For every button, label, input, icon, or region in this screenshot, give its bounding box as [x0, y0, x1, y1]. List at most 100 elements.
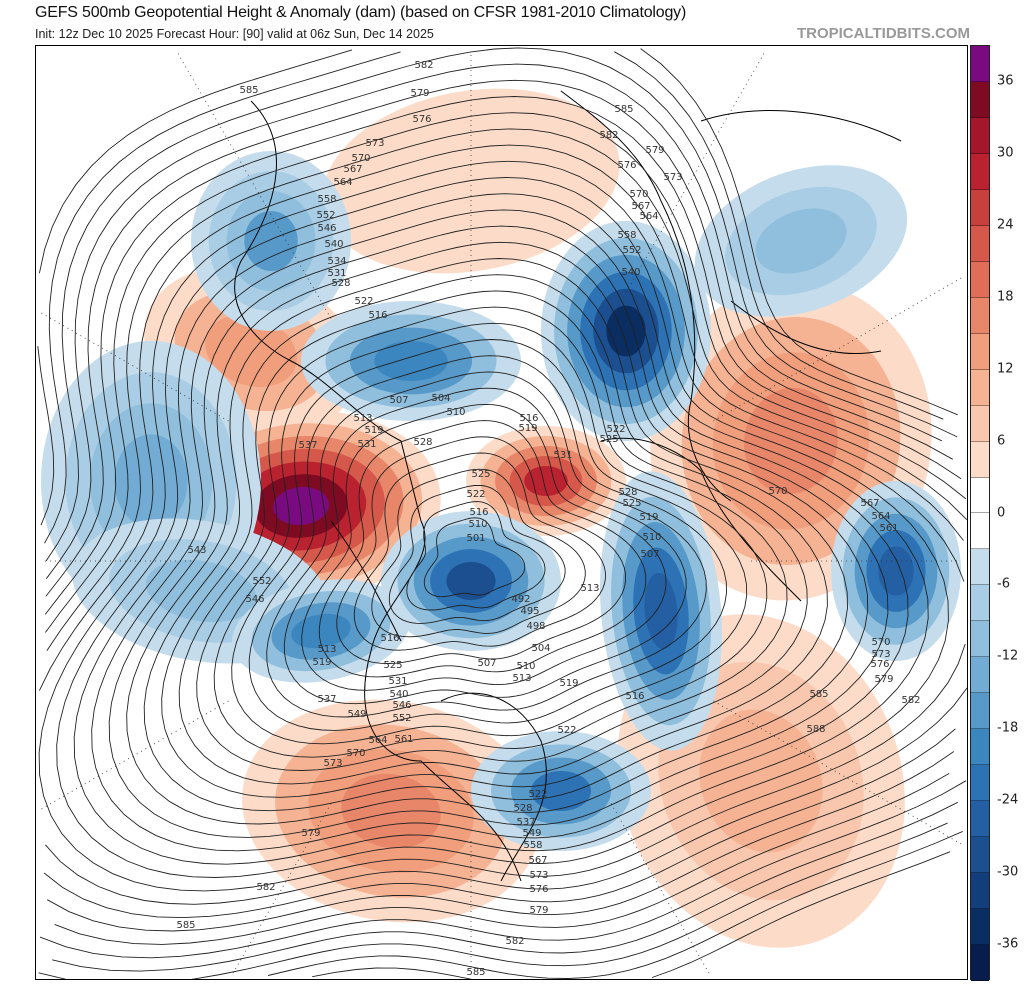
anomaly-contour-fill: [114, 434, 188, 528]
colorbar-bin: [971, 837, 989, 874]
contour-label: 585: [614, 104, 633, 115]
contour-label: 510: [516, 661, 535, 672]
anomaly-contour-fill: [744, 387, 838, 495]
contour-label: 540: [324, 239, 343, 250]
colorbar-bin: [971, 441, 989, 478]
contour-label: 498: [526, 621, 545, 632]
contour-label: 543: [187, 545, 206, 556]
height-contours: [37, 47, 967, 979]
contour-label: 501: [466, 533, 485, 544]
contour-label: 537: [317, 694, 336, 705]
contour-label: 495: [520, 606, 539, 617]
contour-label: 531: [553, 450, 572, 461]
contour-label: 582: [505, 936, 524, 947]
contour-label: 558: [523, 840, 542, 851]
contour-label: 522: [354, 296, 373, 307]
contour-label: 576: [412, 114, 431, 125]
height-contour: [336, 436, 627, 664]
contour-label: 552: [622, 245, 641, 256]
colorbar-bin: [971, 261, 989, 298]
contour-label: 582: [414, 60, 433, 71]
height-contour: [45, 112, 967, 932]
contour-label: 567: [343, 164, 362, 175]
map-canvas: 5855825795765735705675645585525465405345…: [37, 47, 967, 979]
colorbar-bin: [971, 513, 989, 550]
anomaly-contour-fill: [291, 613, 351, 649]
contour-label: 585: [466, 967, 485, 978]
contour-label: 522: [557, 725, 576, 736]
contour-label: 567: [528, 855, 547, 866]
colorbar-bin: [971, 657, 989, 694]
height-contour: [108, 225, 889, 838]
height-contour: [318, 420, 647, 678]
contour-label: 522: [466, 489, 485, 500]
height-contour: [38, 160, 966, 892]
colorbar-tick-label: -18: [997, 720, 1019, 736]
contour-label: 519: [559, 678, 578, 689]
contour-label: 504: [531, 643, 550, 654]
contour-label: 507: [640, 549, 659, 560]
anomaly-contour-fill: [606, 305, 646, 357]
height-contour: [161, 274, 828, 798]
contour-label: 546: [317, 223, 336, 234]
contour-label: 570: [346, 748, 365, 759]
anomaly-contour-fill: [205, 314, 297, 388]
anomaly-contour-fill: [878, 546, 914, 596]
site-watermark: TROPICALTIDBITS.COM: [796, 25, 970, 42]
contour-label: 531: [327, 268, 346, 279]
height-contour: [143, 258, 848, 812]
contour-label: 540: [389, 689, 408, 700]
height-contour: [56, 177, 949, 878]
contour-label: 519: [364, 425, 383, 436]
anomaly-colorbar: [970, 45, 990, 981]
contour-label: 564: [333, 177, 352, 188]
contour-label: 510: [446, 407, 465, 418]
contour-label: 585: [809, 689, 828, 700]
height-contour: [283, 387, 687, 705]
contour-label: 522: [528, 789, 547, 800]
contour-label: 588: [806, 724, 825, 735]
contour-label: 579: [529, 905, 548, 916]
contour-label: 570: [871, 637, 890, 648]
contour-label: 582: [599, 130, 618, 141]
meridian-line: [175, 49, 332, 319]
contour-label: 519: [312, 657, 331, 668]
contour-label: 546: [245, 594, 264, 605]
colorbar-bin: [971, 945, 989, 981]
colorbar-bin: [971, 297, 989, 334]
colorbar-tick-label: 0: [997, 505, 1006, 520]
contour-label: 528: [331, 278, 350, 289]
contour-label: 492: [511, 594, 530, 605]
contour-label: 579: [410, 88, 429, 99]
contour-label: 573: [529, 870, 548, 881]
colorbar-tick-label: 24: [997, 217, 1014, 233]
coastline: [560, 90, 732, 502]
height-contour: [406, 501, 546, 611]
contour-label: 537: [298, 440, 317, 451]
contour-label: 579: [645, 145, 664, 156]
anomaly-contour-fill: [244, 211, 298, 271]
colorbar-tick-label: 30: [997, 145, 1014, 161]
height-contour: [266, 371, 707, 718]
contour-label: 516: [469, 507, 488, 518]
contour-label: 504: [431, 393, 450, 404]
height-contour: [73, 193, 929, 865]
height-contour: [39, 79, 967, 959]
colorbar-bin: [971, 873, 989, 910]
height-contour: [301, 403, 667, 691]
contour-label: 552: [316, 210, 335, 221]
lat-lon-grid: [37, 49, 965, 977]
anomaly-shading: [41, 88, 961, 948]
contour-label: 570: [768, 486, 787, 497]
colorbar-tick-label: 12: [997, 361, 1014, 377]
contour-label: 507: [477, 658, 496, 669]
contour-label: 576: [529, 884, 548, 895]
contour-labels: 5855825795765735705675645585525465405345…: [176, 60, 920, 978]
contour-label: 525: [622, 498, 641, 509]
contour-label: 573: [323, 758, 342, 769]
colorbar-bin: [971, 189, 989, 226]
contour-label: 579: [874, 674, 893, 685]
contour-label: 516: [519, 413, 538, 424]
height-contour: [38, 144, 967, 905]
contour-label: 561: [879, 523, 898, 534]
